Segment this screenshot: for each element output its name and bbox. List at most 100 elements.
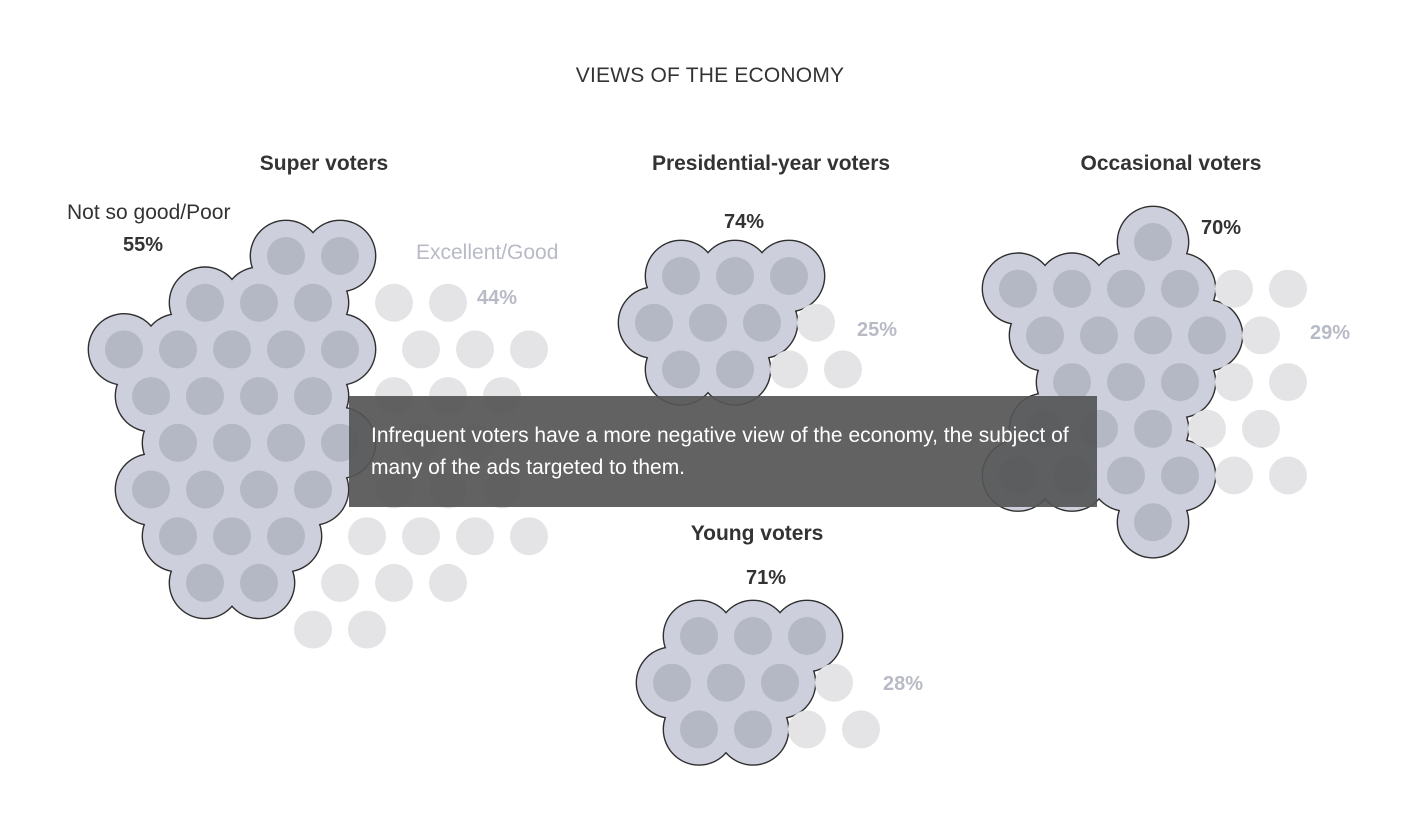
young-voters-cluster	[635, 599, 880, 766]
super-voters-positive-dot	[456, 517, 494, 556]
young-voters-negative-dot	[680, 710, 718, 749]
super-voters-negative-dot	[159, 330, 197, 369]
super-voters-negative-dot	[132, 377, 170, 416]
chart-title: VIEWS OF THE ECONOMY	[575, 64, 845, 87]
super-voters-negative-dot	[294, 283, 332, 322]
occasional-voters-positive-dot	[1242, 316, 1280, 355]
super-voters-negative-dot	[294, 470, 332, 509]
super-voters-negative-dot	[321, 237, 359, 275]
occasional-voters-positive-dot	[1215, 269, 1253, 308]
occasional-voters-negative-dot	[1053, 363, 1091, 402]
super-voters-negative-dot	[105, 330, 143, 369]
super-voters-positive-dot	[429, 283, 467, 322]
annotation-tooltip: Infrequent voters have a more negative v…	[349, 396, 1097, 507]
super-voters-negative-dot	[186, 470, 224, 509]
occasional-voters-positive-dot	[1269, 269, 1307, 308]
super-voters-negative-dot	[213, 330, 251, 369]
super-voters-negative-dot	[240, 470, 278, 509]
super-voters-negative-dot	[240, 283, 278, 322]
super-voters-positive-dot	[294, 610, 332, 649]
group-title-super-voters: Super voters	[259, 152, 389, 175]
group-title-presidential-year-voters: Presidential-year voters	[651, 152, 891, 175]
super-voters-negative-dot	[213, 517, 251, 556]
presidential-voters-cluster	[617, 239, 862, 406]
super-voters-positive-dot	[456, 330, 494, 369]
occasional-voters-negative-dot	[1107, 456, 1145, 495]
occasional-voters-negative-dot	[1134, 409, 1172, 448]
occasional-voters-negative-dot	[1134, 503, 1172, 542]
legend-positive-label: Excellent/Good	[416, 241, 559, 264]
young-voters-negative-dot	[680, 617, 718, 655]
super-voters-positive-dot	[402, 517, 440, 556]
young-voters-positive-pct: 28%	[883, 673, 924, 695]
super-voters-negative-dot	[267, 423, 305, 462]
presidential-voters-negative-dot	[689, 303, 727, 342]
super-voters-positive-dot	[348, 517, 386, 556]
occasional-voters-positive-pct: 29%	[1310, 322, 1351, 344]
super-voters-positive-dot	[375, 283, 413, 322]
super-voters-negative-dot	[213, 423, 251, 462]
presidential-voters-negative-dot	[743, 303, 781, 342]
presidential-voters-negative-dot	[716, 350, 754, 389]
presidential-voters-negative-pct: 74%	[724, 211, 765, 233]
presidential-voters-negative-dot	[716, 257, 754, 295]
super-voters-negative-dot	[240, 563, 278, 602]
occasional-voters-positive-dot	[1188, 409, 1226, 448]
super-voters-positive-dot	[510, 517, 548, 556]
occasional-voters-negative-dot	[1161, 269, 1199, 308]
young-voters-negative-dot	[653, 663, 691, 702]
occasional-voters-negative-dot	[1134, 223, 1172, 261]
occasional-voters-negative-dot	[1080, 316, 1118, 355]
legend-negative-label: Not so good/Poor	[67, 201, 231, 224]
occasional-voters-negative-dot	[1053, 269, 1091, 308]
occasional-voters-negative-dot	[1161, 363, 1199, 402]
super-voters-negative-dot	[186, 377, 224, 416]
occasional-voters-negative-dot	[1107, 363, 1145, 402]
occasional-voters-negative-dot	[1134, 316, 1172, 355]
presidential-voters-positive-dot	[770, 350, 808, 389]
young-voters-negative-pct: 71%	[746, 567, 787, 589]
presidential-voters-negative-dot	[662, 257, 700, 295]
super-voters-positive-dot	[321, 563, 359, 602]
young-voters-negative-dot	[707, 663, 745, 702]
occasional-voters-negative-pct: 70%	[1201, 217, 1242, 239]
super-voters-negative-dot	[132, 470, 170, 509]
super-voters-positive-dot	[348, 610, 386, 649]
occasional-voters-positive-dot	[1215, 363, 1253, 402]
presidential-voters-positive-dot	[824, 350, 862, 389]
occasional-voters-negative-dot	[1161, 456, 1199, 495]
presidential-voters-positive-pct: 25%	[857, 319, 898, 341]
young-voters-negative-dot	[734, 710, 772, 749]
super-voters-negative-dot	[321, 330, 359, 369]
presidential-voters-positive-dot	[797, 303, 835, 342]
occasional-voters-positive-dot	[1269, 363, 1307, 402]
super-voters-positive-dot	[402, 330, 440, 369]
super-voters-positive-dot	[510, 330, 548, 369]
occasional-voters-negative-dot	[999, 269, 1037, 308]
young-voters-positive-dot	[788, 710, 826, 749]
occasional-voters-negative-dot	[1188, 316, 1226, 355]
occasional-voters-negative-dot	[1107, 269, 1145, 308]
super-voters-negative-dot	[267, 330, 305, 369]
super-voters-blob-fill	[89, 221, 375, 618]
presidential-voters-negative-dot	[770, 257, 808, 295]
super-voters-negative-dot	[159, 517, 197, 556]
super-voters-positive-dot	[429, 563, 467, 602]
super-voters-negative-pct: 55%	[123, 234, 164, 256]
super-voters-negative-dot	[159, 423, 197, 462]
young-voters-negative-dot	[761, 663, 799, 702]
young-voters-blob-fill	[637, 601, 842, 765]
super-voters-negative-dot	[186, 283, 224, 322]
young-voters-positive-dot	[815, 663, 853, 702]
young-voters-negative-dot	[788, 617, 826, 655]
super-voters-negative-dot	[294, 377, 332, 416]
group-title-young-voters: Young voters	[690, 522, 824, 545]
occasional-voters-positive-dot	[1242, 409, 1280, 448]
super-voters-positive-dot	[375, 563, 413, 602]
super-voters-negative-dot	[240, 377, 278, 416]
group-title-occasional-voters: Occasional voters	[1080, 152, 1262, 175]
presidential-voters-negative-dot	[662, 350, 700, 389]
super-voters-positive-pct: 44%	[477, 287, 518, 309]
presidential-voters-negative-dot	[635, 303, 673, 342]
